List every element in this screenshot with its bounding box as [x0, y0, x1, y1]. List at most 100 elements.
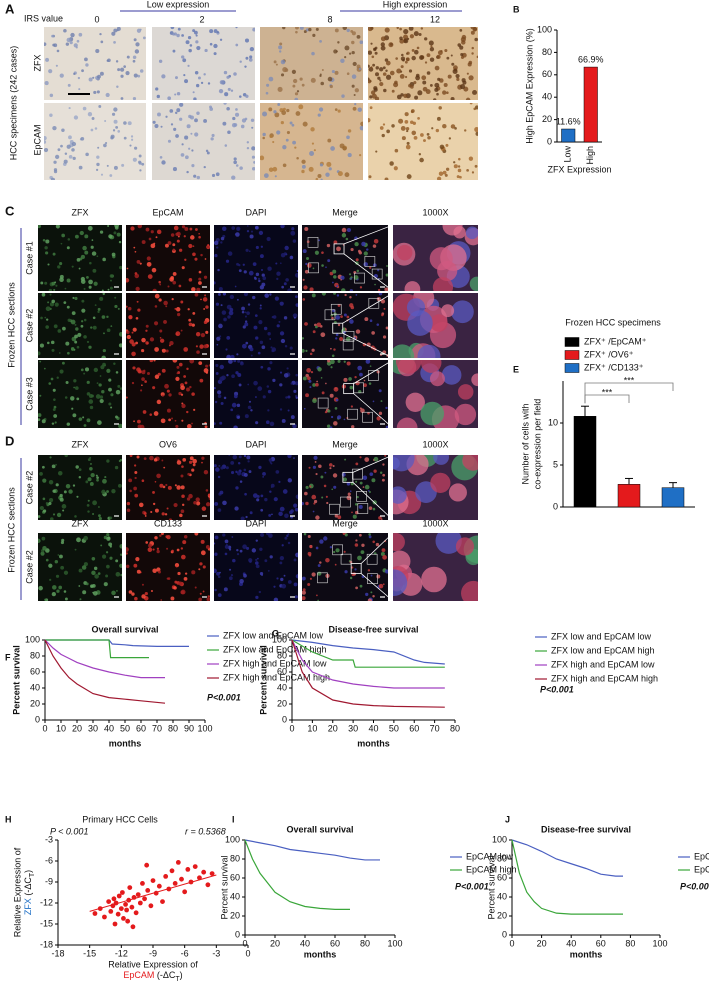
cell	[270, 462, 273, 465]
cell	[409, 34, 415, 39]
cell	[310, 127, 315, 132]
cell	[84, 234, 89, 239]
cell	[66, 246, 70, 250]
cell	[454, 403, 477, 426]
cell	[45, 306, 51, 312]
y-tick-label: 60	[30, 666, 40, 676]
cell	[450, 54, 453, 57]
cell	[174, 484, 177, 487]
cell	[153, 242, 156, 245]
cell	[71, 148, 75, 152]
micrograph-bg	[214, 293, 298, 358]
cell	[96, 255, 99, 258]
cell	[83, 535, 89, 541]
micrograph-bg	[152, 27, 255, 100]
cell	[420, 27, 424, 30]
cell	[135, 557, 140, 562]
cell	[279, 50, 282, 53]
cell	[244, 322, 249, 327]
y-tick-label: 0	[547, 136, 552, 146]
cell	[376, 574, 381, 579]
cell	[195, 228, 198, 231]
cell	[457, 43, 462, 47]
cell	[45, 558, 49, 562]
cell	[255, 539, 258, 542]
micrograph	[368, 27, 478, 100]
roi-box	[332, 544, 343, 556]
cell	[374, 51, 378, 55]
micrograph-cells	[38, 360, 122, 428]
cell	[110, 136, 114, 140]
cell	[404, 281, 421, 291]
cell	[369, 319, 373, 323]
x-tick-label: 60	[136, 723, 146, 733]
cell	[68, 155, 73, 159]
x-tick-label: 10	[56, 723, 66, 733]
micrograph-cells	[302, 226, 388, 291]
cell	[309, 545, 313, 549]
cell	[257, 351, 261, 355]
cell	[95, 474, 98, 477]
cell	[182, 58, 187, 63]
legend-label: ZFX low and EpCAM low	[223, 630, 324, 640]
cell	[133, 38, 137, 42]
cell	[123, 121, 127, 125]
cell	[224, 539, 229, 544]
cell	[330, 360, 335, 365]
x-axis-label: months	[304, 949, 337, 959]
legend-label: EpCAM high	[694, 864, 709, 874]
cell	[319, 73, 322, 76]
cell	[359, 40, 363, 45]
cell	[295, 494, 298, 500]
cell	[474, 127, 478, 133]
cell	[107, 288, 110, 291]
cell	[103, 332, 105, 335]
x-tick-label: 70	[430, 723, 440, 733]
cell	[126, 547, 129, 552]
cell	[110, 394, 113, 396]
cell	[150, 590, 153, 593]
cell	[118, 483, 122, 488]
cell	[364, 484, 370, 490]
cell	[235, 27, 238, 29]
cell	[65, 341, 70, 346]
cell	[303, 407, 306, 410]
cell	[57, 470, 63, 476]
cell	[385, 406, 388, 410]
cell	[141, 337, 146, 343]
micrograph-cells	[214, 455, 298, 520]
cell	[118, 240, 122, 244]
legend-label: ZFX low and EpCAM high	[223, 644, 327, 654]
cell	[335, 337, 338, 340]
cell	[71, 311, 76, 316]
row-label: Case #1	[24, 241, 34, 275]
cell	[271, 513, 273, 516]
cell	[126, 267, 129, 270]
cell	[147, 547, 153, 552]
roi-box	[317, 572, 328, 584]
cell	[255, 272, 260, 277]
cell	[430, 314, 448, 332]
cell	[81, 299, 85, 303]
cell	[74, 515, 77, 518]
cell	[344, 458, 347, 461]
cell	[180, 300, 184, 304]
cell	[119, 387, 122, 390]
cell	[109, 286, 113, 290]
cell	[203, 165, 206, 169]
point	[130, 924, 136, 930]
cell	[282, 489, 288, 494]
cell	[134, 476, 137, 480]
cell	[251, 166, 255, 171]
cell	[389, 161, 394, 166]
cell	[455, 73, 460, 79]
cell	[438, 106, 442, 110]
point	[121, 916, 126, 921]
legend-swatch	[564, 337, 580, 347]
cell	[262, 136, 265, 140]
point	[150, 878, 156, 883]
x-tick-label: 80	[625, 938, 635, 948]
cell	[377, 76, 381, 80]
cell	[375, 150, 378, 153]
cell	[137, 74, 141, 78]
